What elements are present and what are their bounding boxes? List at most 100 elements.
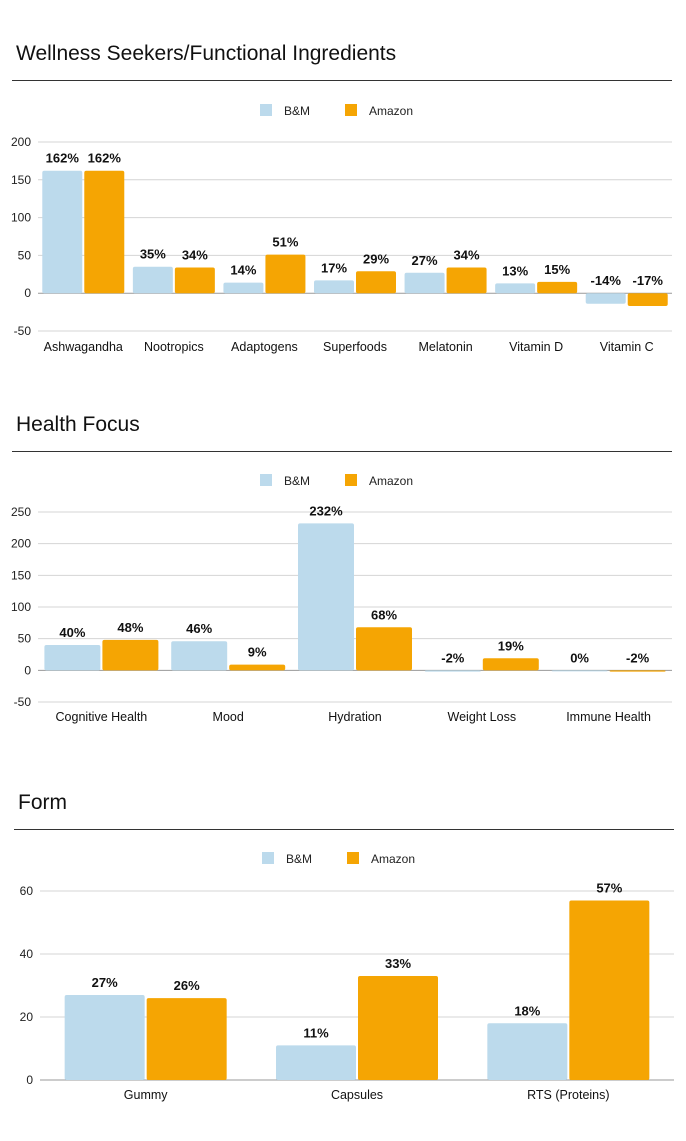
legend-label: B&M (284, 104, 310, 118)
data-label: 14% (230, 263, 256, 278)
y-tick-label: -50 (14, 324, 32, 338)
data-label: 232% (309, 503, 343, 518)
bar-bm (424, 670, 481, 672)
title-divider (12, 80, 672, 81)
category-label: Superfoods (323, 340, 387, 354)
bar-bm (551, 670, 608, 672)
chart-title: Form (18, 791, 67, 814)
bar-bm (171, 641, 228, 671)
bar-amazon (537, 281, 578, 294)
category-label: Mood (213, 710, 244, 724)
data-label: 35% (140, 247, 166, 262)
y-tick-label: 50 (18, 632, 32, 646)
data-label: 46% (186, 621, 212, 636)
legend-swatch (262, 852, 274, 864)
data-label: 33% (385, 956, 411, 971)
data-label: 26% (174, 978, 200, 993)
bar-bm (404, 272, 445, 294)
category-label: Ashwagandha (44, 340, 123, 354)
bar-bm (495, 283, 536, 294)
title-divider (14, 829, 674, 830)
data-label: 51% (272, 235, 298, 250)
data-label: 48% (117, 620, 143, 635)
data-label: -14% (591, 273, 622, 288)
y-tick-label: 200 (11, 537, 31, 551)
bar-amazon (102, 639, 159, 671)
category-label: Capsules (331, 1088, 383, 1102)
category-label: Adaptogens (231, 340, 298, 354)
y-tick-label: 150 (11, 173, 31, 187)
bar-amazon (146, 998, 227, 1080)
y-tick-label: 250 (11, 505, 31, 519)
data-label: 68% (371, 607, 397, 622)
legend-label: B&M (286, 852, 312, 866)
chart-title: Wellness Seekers/Functional Ingredients (16, 42, 397, 65)
bar-bm (223, 282, 264, 294)
legend-swatch (345, 104, 357, 116)
bar-bm (64, 994, 145, 1080)
data-label: 34% (182, 247, 208, 262)
data-label: 162% (46, 151, 80, 166)
y-tick-label: 150 (11, 568, 31, 582)
bar-amazon (174, 267, 215, 294)
data-label: 11% (303, 1025, 329, 1040)
bar-amazon (569, 900, 650, 1080)
category-label: RTS (Proteins) (527, 1088, 609, 1102)
data-label: 15% (544, 262, 570, 277)
legend-label: Amazon (371, 852, 415, 866)
y-tick-label: 0 (26, 1073, 33, 1087)
y-tick-label: -50 (14, 695, 32, 709)
title-divider (12, 451, 672, 452)
category-label: Vitamin C (600, 340, 654, 354)
bar-amazon (265, 254, 306, 294)
bar-amazon (482, 658, 539, 671)
bar-amazon (358, 976, 438, 1080)
bar-amazon (609, 670, 666, 672)
data-label: 27% (412, 253, 438, 268)
bar-bm (585, 293, 626, 304)
y-tick-label: 0 (24, 286, 31, 300)
category-label: Gummy (124, 1088, 169, 1102)
bar-amazon (356, 627, 412, 671)
y-tick-label: 20 (20, 1010, 34, 1024)
legend-swatch (347, 852, 359, 864)
legend-swatch (260, 474, 272, 486)
data-label: 40% (59, 625, 85, 640)
category-label: Hydration (328, 710, 382, 724)
y-tick-label: 200 (11, 135, 31, 149)
y-tick-label: 100 (11, 600, 31, 614)
data-label: 162% (88, 151, 122, 166)
data-label: -17% (633, 273, 664, 288)
bar-bm (44, 645, 101, 671)
y-tick-label: 60 (20, 884, 34, 898)
category-label: Nootropics (144, 340, 204, 354)
data-label: 0% (570, 650, 589, 665)
chart-title: Health Focus (16, 413, 140, 436)
bar-amazon (356, 271, 396, 294)
data-label: 57% (596, 880, 622, 895)
category-label: Cognitive Health (56, 710, 148, 724)
category-label: Immune Health (566, 710, 651, 724)
y-tick-label: 100 (11, 211, 31, 225)
data-label: 29% (363, 251, 389, 266)
data-label: 34% (454, 247, 480, 262)
y-tick-label: 0 (24, 663, 31, 677)
legend-swatch (260, 104, 272, 116)
bar-bm (42, 170, 83, 294)
category-label: Weight Loss (448, 710, 517, 724)
data-label: 27% (92, 975, 118, 990)
data-label: -2% (626, 650, 650, 665)
data-label: 19% (498, 638, 524, 653)
y-tick-label: 40 (20, 947, 34, 961)
data-label: 13% (502, 263, 528, 278)
legend-swatch (345, 474, 357, 486)
legend-label: B&M (284, 474, 310, 488)
category-label: Vitamin D (509, 340, 563, 354)
legend-label: Amazon (369, 104, 413, 118)
bar-amazon (229, 664, 286, 671)
bar-bm (487, 1023, 568, 1080)
data-label: 18% (514, 1003, 540, 1018)
legend-label: Amazon (369, 474, 413, 488)
